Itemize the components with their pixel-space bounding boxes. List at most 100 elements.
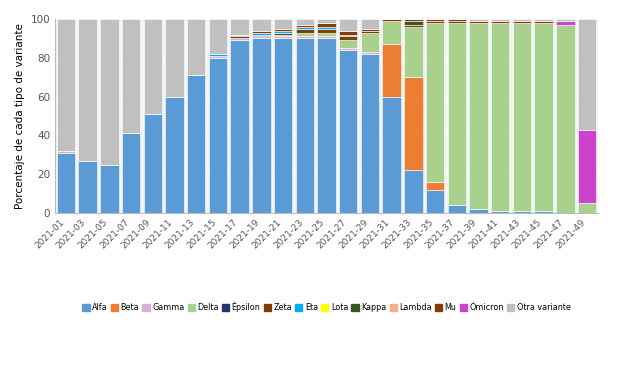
Bar [556,25,575,213]
Bar [252,35,270,36]
Bar [404,21,423,25]
Bar [296,25,314,27]
Bar [296,36,314,38]
Bar [491,23,510,211]
Bar [56,153,75,213]
Bar [231,19,249,35]
Bar [296,33,314,36]
Bar [166,19,184,97]
Bar [252,33,270,35]
Bar [448,21,466,23]
Bar [339,36,357,40]
Bar [231,40,249,213]
Bar [578,203,596,213]
Bar [361,52,379,54]
Bar [274,31,292,33]
Bar [469,209,488,213]
Bar [252,19,270,31]
Bar [144,114,162,213]
Bar [339,35,357,36]
Bar [296,38,314,213]
Bar [361,31,379,33]
Bar [231,36,249,38]
Bar [339,19,357,31]
Bar [404,170,423,213]
Bar [513,21,531,23]
Bar [252,31,270,33]
Bar [274,35,292,36]
Bar [578,19,596,130]
Bar [426,21,445,23]
Bar [317,33,335,36]
Bar [100,164,118,213]
Bar [252,36,270,38]
Bar [339,31,357,35]
Bar [534,211,553,213]
Bar [469,23,488,209]
Bar [317,38,335,213]
Bar [56,151,75,153]
Bar [383,44,401,97]
Bar [317,23,335,27]
Bar [274,29,292,31]
Bar [361,33,379,52]
Bar [339,40,357,48]
Bar [361,19,379,29]
Bar [383,21,401,44]
Bar [339,50,357,213]
Bar [513,19,531,21]
Bar [187,19,205,75]
Bar [296,19,314,25]
Bar [513,211,531,213]
Bar [469,19,488,21]
Bar [556,19,575,21]
Bar [469,21,488,23]
Bar [448,19,466,21]
Bar [56,19,75,151]
Bar [317,27,335,29]
Bar [448,205,466,213]
Bar [491,21,510,23]
Bar [231,38,249,40]
Legend: Alfa, Beta, Gamma, Delta, Épsilon, Zeta, Eta, Lota, Kappa, Lambda, Mu, Ómicron, : Alfa, Beta, Gamma, Delta, Épsilon, Zeta,… [79,298,574,315]
Bar [231,35,249,36]
Bar [78,19,97,161]
Bar [404,27,423,77]
Bar [274,33,292,35]
Bar [274,38,292,213]
Bar [209,58,227,213]
Bar [144,19,162,114]
Bar [426,23,445,182]
Bar [556,21,575,25]
Bar [426,182,445,190]
Bar [122,134,140,213]
Bar [339,48,357,50]
Bar [361,54,379,213]
Bar [361,29,379,31]
Bar [317,19,335,23]
Bar [534,19,553,21]
Bar [166,97,184,213]
Bar [426,190,445,213]
Bar [534,23,553,211]
Bar [404,19,423,21]
Bar [274,36,292,38]
Bar [404,77,423,170]
Bar [274,19,292,29]
Bar [209,56,227,58]
Bar [317,29,335,33]
Bar [491,211,510,213]
Bar [209,54,227,56]
Bar [448,23,466,205]
Bar [252,38,270,213]
Bar [383,19,401,21]
Bar [100,19,118,164]
Bar [78,161,97,213]
Bar [404,25,423,27]
Y-axis label: Porcentaje de cada tipo de variante: Porcentaje de cada tipo de variante [15,23,25,209]
Bar [578,130,596,203]
Bar [187,75,205,213]
Bar [296,27,314,29]
Bar [426,19,445,21]
Bar [513,23,531,211]
